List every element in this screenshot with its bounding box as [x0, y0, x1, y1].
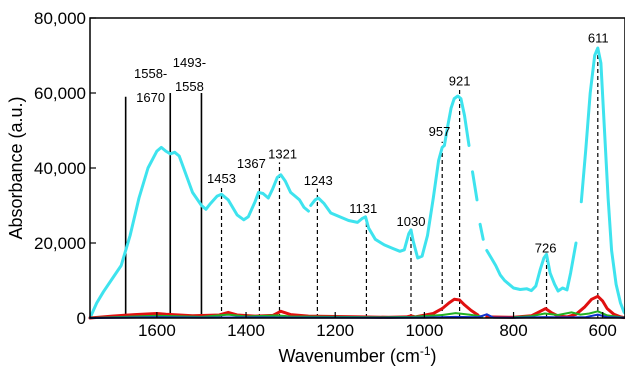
peak-label-2-1: 1558 — [175, 79, 204, 94]
series-main-segment-1 — [309, 94, 471, 260]
peak-label-6-0: 1243 — [304, 173, 333, 188]
peak-label-11-0: 726 — [535, 240, 557, 255]
peak-label-7-0: 1131 — [349, 201, 377, 216]
series-main-segment-5 — [579, 46, 625, 314]
series-main-segment-2 — [471, 170, 479, 202]
peak-label-2-0: 1493- — [173, 55, 206, 70]
peak-label-9-0: 957 — [429, 124, 451, 139]
y-tick-label-4: 80,000 — [34, 9, 86, 28]
peak-label-1-1: 1670 — [136, 90, 165, 105]
series-green-segment-0 — [89, 312, 484, 319]
peak-label-4-0: 1367 — [237, 156, 266, 171]
x-axis-title: Wavenumber (cm-1) — [278, 344, 436, 366]
x-tick-label-3: 1000 — [405, 321, 443, 340]
x-tick-label-5: 600 — [589, 321, 617, 340]
peak-label-10-0: 921 — [449, 74, 471, 89]
y-tick-label-2: 40,000 — [34, 159, 86, 178]
peak-label-12-0: 611 — [588, 30, 609, 45]
x-axis-title-superscript: -1 — [420, 344, 431, 358]
x-tick-label-0: 1600 — [138, 321, 176, 340]
peak-label-5-0: 1321 — [268, 147, 297, 162]
y-tick-label-3: 60,000 — [34, 84, 86, 103]
peak-label-8-0: 1030 — [397, 214, 426, 229]
x-tick-label-1: 1400 — [227, 321, 265, 340]
series-main-segment-0 — [88, 145, 310, 320]
x-tick-label-4: 800 — [499, 321, 527, 340]
x-axis-ticks: 1600 1400 1200 1000 800 600 — [138, 312, 617, 340]
x-axis-title-suffix: ) — [431, 346, 437, 366]
series-main-segment-4 — [485, 241, 578, 293]
x-tick-label-2: 1200 — [316, 321, 354, 340]
y-tick-label-1: 20,000 — [34, 234, 86, 253]
series-main-segment-3 — [478, 222, 485, 241]
y-tick-label-0: 0 — [77, 309, 86, 328]
peak-label-1-0: 1558- — [134, 66, 167, 81]
y-axis-ticks: 0 20,000 40,000 60,000 80,000 — [34, 9, 96, 328]
x-axis-title-main: Wavenumber (cm — [278, 346, 419, 366]
y-axis-title: Absorbance (a.u.) — [6, 96, 26, 239]
peak-label-3-0: 1453 — [207, 171, 236, 186]
